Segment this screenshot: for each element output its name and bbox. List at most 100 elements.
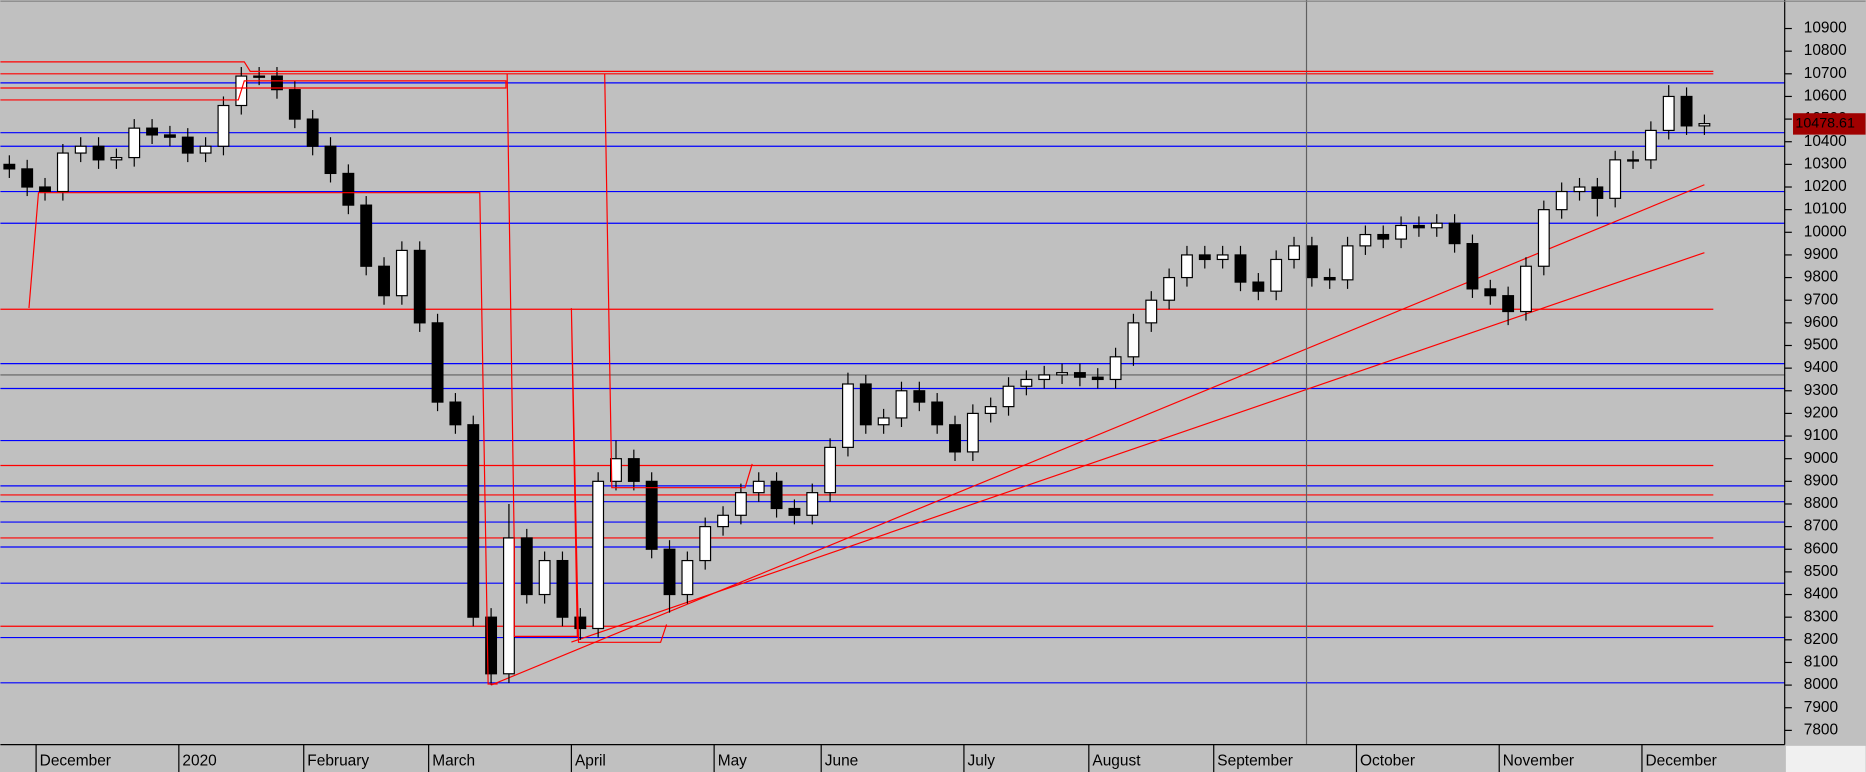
y-tick-label: 9400 [1804,359,1838,376]
step-line [28,192,498,685]
y-tick-label: 8300 [1804,608,1838,625]
last-price-box [1793,113,1866,135]
candle-body [931,401,944,426]
candle-body [1555,190,1568,211]
candle-body [913,390,926,403]
candle-body [253,75,266,78]
candle-body [574,616,587,630]
y-tick-label: 10700 [1804,65,1847,82]
y-tick-label: 9300 [1804,382,1838,399]
y-tick-label: 9100 [1804,427,1838,444]
y-tick-label: 8200 [1804,631,1838,648]
candle-body [1216,254,1229,261]
y-tick-label: 8600 [1804,540,1838,557]
candle-body [1198,254,1211,261]
candle-body [1644,129,1657,161]
candle-body [1020,378,1033,387]
candle-body [163,134,176,138]
candle-body [717,514,729,528]
candle-body [306,118,319,147]
candle-body [1609,159,1622,199]
corner [1785,745,1866,772]
candle-body [592,480,605,630]
candle-body [467,424,480,618]
candle-body [1466,243,1479,290]
candle-body [217,104,230,147]
x-tick-label: November [1503,752,1574,769]
candle-body [806,492,819,516]
candle-body [895,390,908,419]
step-line [0,80,507,101]
x-tick-label: June [825,752,859,769]
candle-body [1627,159,1639,162]
candle-body [199,145,212,154]
x-tick-label: September [1217,752,1293,769]
candle-body [431,322,444,403]
candle-body [502,537,515,675]
y-tick-label: 8500 [1804,563,1838,580]
candle-body [1341,245,1354,281]
candles [3,67,1711,686]
candle-body [788,507,801,516]
y-tick-label: 10100 [1804,201,1847,218]
candle-body [645,480,658,550]
candle-body [1234,254,1247,283]
candle-body [877,417,890,426]
y-tick-label: 9600 [1804,314,1838,331]
candle-body [395,249,408,297]
y-tick-label: 10600 [1804,88,1847,105]
candle-body [360,204,373,267]
candle-body [1395,224,1408,240]
candle-body [1127,322,1140,358]
candle-body [324,145,337,175]
candle-body [1056,372,1069,376]
y-tick-label: 8400 [1804,586,1838,603]
candle-body [342,172,355,206]
candle-body [610,458,622,482]
candle-body [1698,123,1711,127]
x-tick-label: December [40,752,111,769]
candle-body [128,127,141,159]
candle-body [1502,295,1515,313]
y-tick-label: 9000 [1804,450,1838,467]
y-tick-label: 8100 [1804,654,1838,671]
candle-body [1181,254,1193,279]
candle-body [1484,288,1497,297]
candle-body [378,265,390,297]
y-tick-label: 9900 [1804,246,1838,263]
candle-body [74,145,87,154]
y-tick-label: 9200 [1804,404,1838,421]
candle-body [1038,374,1051,381]
y-tick-label: 8800 [1804,495,1838,512]
candle-body [681,559,694,596]
candle-body [449,401,462,426]
candle-body [627,458,640,482]
candle-body [1323,276,1336,281]
y-tick-label: 9700 [1804,291,1838,308]
candle-body [92,145,105,161]
x-tick-label: February [307,752,369,769]
candle-body [1002,385,1015,408]
y-tick-label: 10900 [1804,20,1847,37]
candle-body [859,383,872,426]
candle-body [1662,95,1675,132]
candle-body [1305,245,1318,279]
candle-body [1430,222,1443,229]
y-tick-label: 10400 [1804,133,1847,150]
candle-body [1288,245,1300,261]
candle-body [485,616,498,675]
candle-body [520,537,533,596]
candle-body [1145,299,1158,324]
y-tick-label: 8000 [1804,676,1838,693]
candle-body [949,424,961,453]
candle-body [699,526,712,562]
candle-body [984,406,997,415]
x-tick-label: August [1092,752,1141,769]
candle-body [770,480,783,510]
candle-body [966,412,979,453]
axes: December 2020 February March April May June Jul… [35,20,1866,772]
candle-body [1412,224,1425,229]
